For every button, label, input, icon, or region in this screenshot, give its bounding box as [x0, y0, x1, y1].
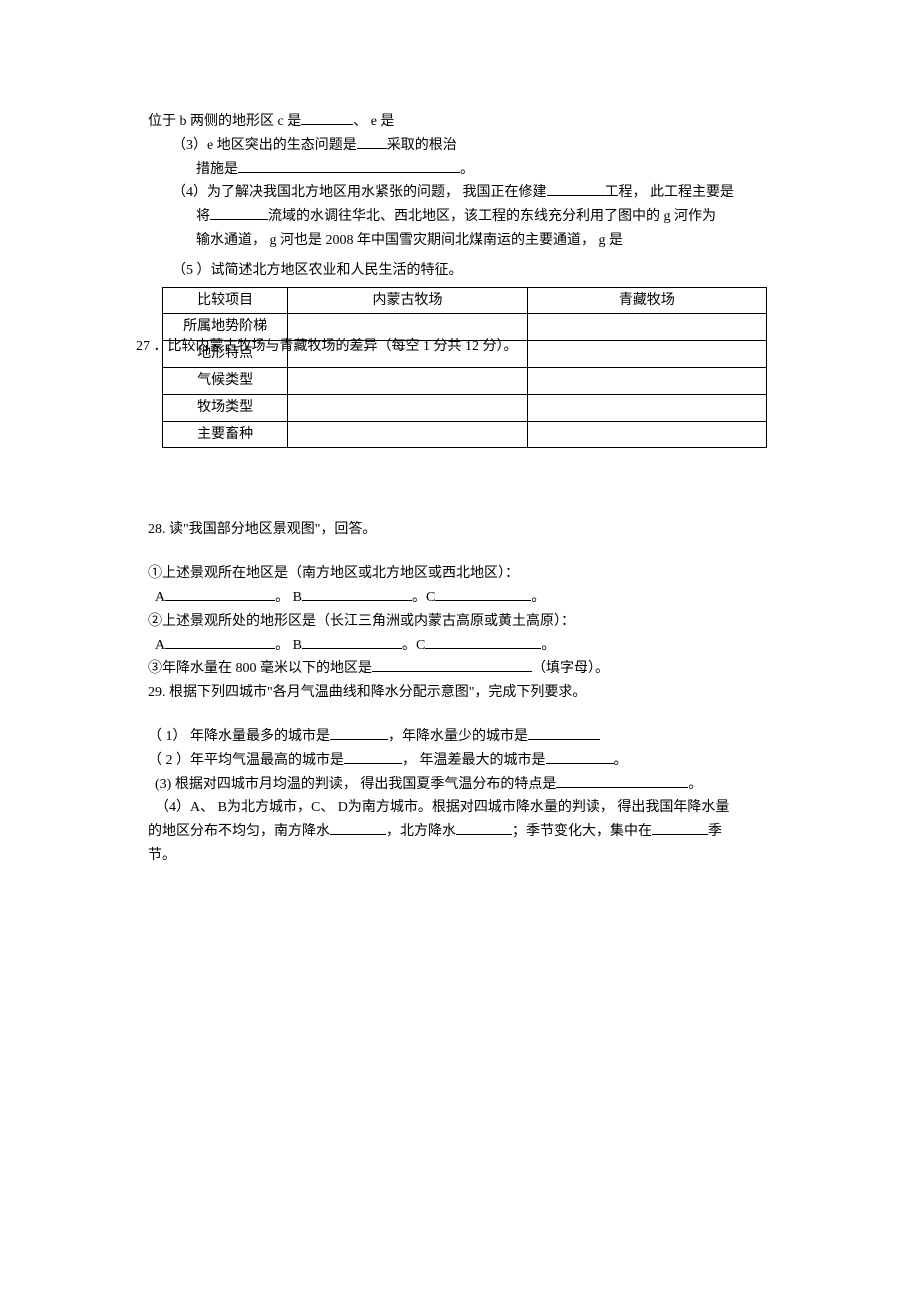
line-q3-1: （3）e 地区突出的生态问题是 采取的根治 — [148, 134, 780, 158]
cell — [527, 341, 766, 368]
blank — [372, 657, 532, 672]
line-q4-3: 输水通道， g 河也是 2008 年中国雪灾期间北煤南运的主要通道， g 是 — [148, 229, 780, 253]
q28-l3: ③年降水量在 800 毫米以下的地区是 （填字母）。 — [148, 657, 780, 681]
row-label: 牧场类型 — [163, 394, 288, 421]
text: 的地区分布不均匀，南方降水 — [148, 824, 330, 839]
text: 。 — [541, 638, 555, 653]
blank — [556, 773, 688, 788]
text: ， 年温差最大的城市是 — [402, 753, 546, 768]
q28-l2: ②上述景观所处的地形区是（长江三角洲或内蒙古高原或黄土高原）： — [148, 610, 780, 634]
th-project: 比较项目 — [163, 287, 288, 314]
text: 措施是 — [196, 162, 238, 177]
text: 。 — [460, 162, 474, 177]
text: 。 — [614, 753, 628, 768]
blank — [344, 749, 402, 764]
text: 季 — [708, 824, 722, 839]
q29-l3: (3) 根据对四城市月均温的判读， 得出我国夏季气温分布的特点是 。 — [148, 773, 780, 797]
q29-l4a: （4）A、 B为北方城市，C、 D为南方城市。根据对四城市降水量的判读， 得出我… — [148, 796, 780, 820]
q28-title: 28. 读"我国部分地区景观图"，回答。 — [148, 518, 780, 542]
text: （4）为了解决我国北方地区用水紧张的问题， 我国正在修建 — [172, 185, 547, 200]
q29-l4b: 的地区分布不均匀，南方降水 ，北方降水 ；季节变化大，集中在 季 — [148, 820, 780, 844]
line-q5: （5 ）试简述北方地区农业和人民生活的特征。 — [148, 259, 780, 283]
cell — [527, 314, 766, 341]
text: （4）A、 B为北方城市，C、 D为南方城市。根据对四城市降水量的判读， 得出我… — [155, 800, 729, 815]
text: 比较内蒙古牧场与青藏牧场的差异（每空 1 分共 12 分）。 — [168, 339, 518, 354]
th-inner-mongolia: 内蒙古牧场 — [288, 287, 527, 314]
table-row: 比较项目 内蒙古牧场 青藏牧场 — [163, 287, 767, 314]
blank — [546, 749, 614, 764]
cell — [527, 367, 766, 394]
line-q4-1: （4）为了解决我国北方地区用水紧张的问题， 我国正在修建 工程， 此工程主要是 — [148, 181, 780, 205]
blank — [165, 586, 275, 601]
blank — [330, 820, 386, 835]
q29-l4c: 节。 — [148, 844, 780, 868]
line-q3-2: 措施是 。 — [148, 158, 780, 182]
text: 。C — [412, 590, 435, 605]
text: 流域的水调往华北、西北地区，该工程的东线充分利用了图中的 g 河作为 — [268, 209, 716, 224]
text: 。 B — [275, 590, 302, 605]
text: A — [155, 590, 165, 605]
blank — [357, 134, 387, 149]
text: 将 — [196, 209, 210, 224]
line-q4-2: 将 流域的水调往华北、西北地区，该工程的东线充分利用了图中的 g 河作为 — [148, 205, 780, 229]
text: ；季节变化大，集中在 — [512, 824, 652, 839]
text: 输水通道， g 河也是 2008 年中国雪灾期间北煤南运的主要通道， g 是 — [196, 233, 623, 248]
blank — [210, 205, 268, 220]
th-qingzang: 青藏牧场 — [527, 287, 766, 314]
text: 27 ． — [136, 339, 168, 354]
blank — [528, 725, 600, 740]
compare-table: 比较项目 内蒙古牧场 青藏牧场 所属地势阶梯 地形特点 气候类型 牧场类型 — [162, 287, 767, 449]
table-row: 牧场类型 — [163, 394, 767, 421]
line-top-1: 位于 b 两侧的地形区 c 是 、 e 是 — [148, 110, 780, 134]
blank — [456, 820, 512, 835]
text: 位于 b 两侧的地形区 c 是 — [148, 114, 301, 129]
row-label: 主要畜种 — [163, 421, 288, 448]
blank — [330, 725, 388, 740]
cell — [288, 394, 527, 421]
text: ③年降水量在 800 毫米以下的地区是 — [148, 661, 372, 676]
blank — [301, 110, 353, 125]
text: 。 — [531, 590, 545, 605]
text: 采取的根治 — [387, 138, 457, 153]
q28-abc-2: A 。 B 。C 。 — [148, 634, 780, 658]
cell — [527, 421, 766, 448]
text: (3) 根据对四城市月均温的判读， 得出我国夏季气温分布的特点是 — [155, 777, 556, 792]
blank — [302, 634, 402, 649]
text: ，北方降水 — [386, 824, 456, 839]
text: 。C — [402, 638, 425, 653]
text: 工程， 此工程主要是 — [605, 185, 735, 200]
text: （5 ）试简述北方地区农业和人民生活的特征。 — [172, 263, 463, 278]
blank — [547, 181, 605, 196]
text: 。 B — [275, 638, 302, 653]
q28-l1: ①上述景观所在地区是（南方地区或北方地区或西北地区）： — [148, 562, 780, 586]
blank — [165, 634, 275, 649]
text: ，年降水量少的城市是 — [388, 729, 528, 744]
text: 。 — [688, 777, 702, 792]
q27-block: 比较项目 内蒙古牧场 青藏牧场 所属地势阶梯 地形特点 气候类型 牧场类型 — [148, 287, 780, 449]
text: （填字母）。 — [532, 661, 609, 676]
text: 、 e 是 — [353, 114, 394, 129]
q29-title: 29. 根据下列四城市"各月气温曲线和降水分配示意图"，完成下列要求。 — [148, 681, 780, 705]
blank — [425, 634, 541, 649]
table-row: 主要畜种 — [163, 421, 767, 448]
blank — [238, 158, 460, 173]
q29-l2: （ 2 ）年平均气温最高的城市是 ， 年温差最大的城市是 。 — [148, 749, 780, 773]
cell — [288, 367, 527, 394]
blank — [652, 820, 708, 835]
q29-l1: （ 1） 年降水量最多的城市是 ，年降水量少的城市是 — [148, 725, 780, 749]
text: A — [155, 638, 165, 653]
q28-abc-1: A 。 B 。C 。 — [148, 586, 780, 610]
blank — [302, 586, 412, 601]
q27-title-overlay: 27 ．比较内蒙古牧场与青藏牧场的差异（每空 1 分共 12 分）。 — [136, 335, 518, 359]
blank — [435, 586, 531, 601]
text: （ 1） 年降水量最多的城市是 — [148, 729, 330, 744]
row-label: 气候类型 — [163, 367, 288, 394]
table-row: 气候类型 — [163, 367, 767, 394]
cell — [527, 394, 766, 421]
cell — [288, 421, 527, 448]
text: （3）e 地区突出的生态问题是 — [172, 138, 357, 153]
text: （ 2 ）年平均气温最高的城市是 — [148, 753, 344, 768]
